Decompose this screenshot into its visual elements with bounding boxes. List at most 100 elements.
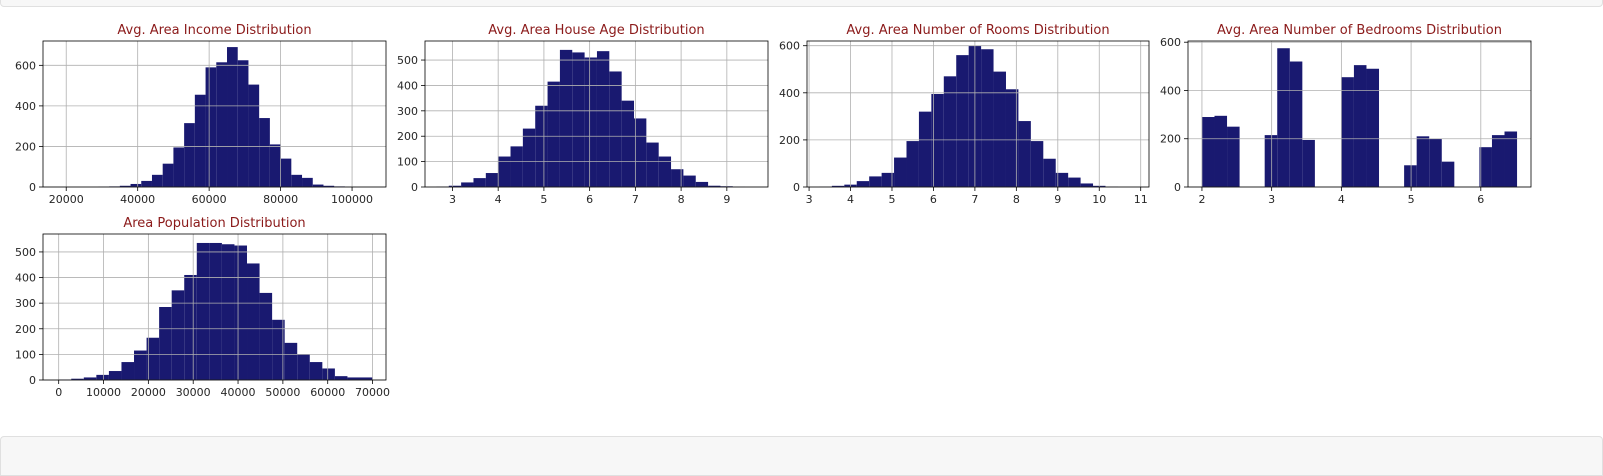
histogram-bar [622,101,634,187]
y-tick-label: 0 [793,181,800,194]
histogram-bar [696,182,708,187]
histogram-bar [281,159,292,187]
x-tick-label: 60000 [310,386,345,399]
x-tick-label: 0 [55,386,62,399]
y-tick-label: 200 [1160,133,1181,146]
x-tick-label: 3 [449,193,456,206]
y-tick-label: 0 [29,181,36,194]
histogram-bar [1442,162,1455,187]
histogram-bar [572,52,584,187]
histogram-bar [1429,139,1442,187]
histogram-bar [184,275,197,380]
y-tick-label: 300 [15,297,36,310]
next-cell-frame [0,436,1603,476]
x-tick-label: 40000 [221,386,256,399]
histogram-bar [184,123,195,187]
histogram-bar [131,184,142,187]
x-tick-label: 60000 [192,193,227,206]
y-tick-label: 100 [397,156,418,169]
histogram-bar [1492,135,1505,187]
histogram-bar [1277,48,1290,187]
histogram-bar [96,375,109,380]
x-tick-label: 11 [1134,193,1148,206]
y-tick-label: 200 [397,130,418,143]
histogram-bar [1018,121,1030,187]
y-tick-label: 400 [397,79,418,92]
histogram-bar [270,144,281,187]
histogram-bar [141,181,152,187]
histogram-bar [1265,135,1278,187]
histogram-bar [259,118,270,187]
y-tick-label: 500 [397,54,418,67]
x-tick-label: 6 [930,193,937,206]
histogram-bar [310,362,323,380]
histogram-bar [1417,136,1430,187]
x-tick-label: 9 [723,193,730,206]
histogram-bar [535,106,547,187]
x-tick-label: 2 [1198,193,1205,206]
histogram-bar [1081,183,1093,187]
x-tick-label: 5 [540,193,547,206]
histogram-bar [1043,159,1055,187]
histogram-bar [172,290,185,380]
x-tick-label: 10 [1092,193,1106,206]
histogram-bar [206,67,217,187]
histogram-bar [486,173,498,187]
x-tick-label: 5 [1408,193,1415,206]
histogram-bar [297,354,310,380]
y-tick-label: 200 [779,134,800,147]
y-tick-label: 0 [1174,181,1181,194]
histogram-bar [234,246,247,380]
histogram-bar [1214,116,1227,187]
histogram-bar [302,178,313,187]
histogram-bar [247,263,260,380]
histogram-bar [609,71,621,187]
x-tick-label: 4 [847,193,854,206]
x-tick-label: 40000 [120,193,155,206]
histogram-bar [322,368,335,380]
x-tick-label: 8 [678,193,685,206]
histogram-bar [335,376,348,380]
y-tick-label: 0 [411,181,418,194]
histogram-bar [461,182,473,187]
histogram-bar [227,47,238,187]
chart-title: Avg. Area Income Distribution [117,23,311,38]
y-tick-label: 200 [15,323,36,336]
y-tick-label: 0 [29,374,36,387]
histogram-bar [1031,141,1043,187]
x-tick-label: 6 [586,193,593,206]
histogram-bar [260,293,273,380]
histogram-bar [857,181,869,187]
chart-title: Avg. Area Number of Bedrooms Distributio… [1217,23,1502,38]
x-tick-label: 30000 [176,386,211,399]
x-tick-label: 50000 [265,386,300,399]
y-tick-label: 400 [15,100,36,113]
histogram-bar [473,178,485,187]
histogram-bar [683,176,695,187]
histogram-bar [1341,77,1354,187]
histogram-bar [238,60,249,187]
histogram-bar [1068,178,1080,187]
y-tick-label: 400 [15,272,36,285]
histogram-bar [646,143,658,187]
histogram-bar [919,112,931,187]
histogram-bar [1202,117,1215,187]
histogram-bar [121,362,134,380]
y-tick-label: 600 [1160,36,1181,49]
x-tick-label: 70000 [355,386,390,399]
histogram-bar [134,351,147,380]
histogram-bar [869,176,881,187]
histogram-bar [1479,147,1492,187]
x-tick-label: 10000 [86,386,121,399]
x-tick-label: 100000 [331,193,373,206]
histogram-bar [560,50,572,187]
x-tick-label: 4 [495,193,502,206]
histogram-bar [1354,65,1367,187]
histogram-bar [585,58,597,187]
histogram-bar [597,51,609,187]
